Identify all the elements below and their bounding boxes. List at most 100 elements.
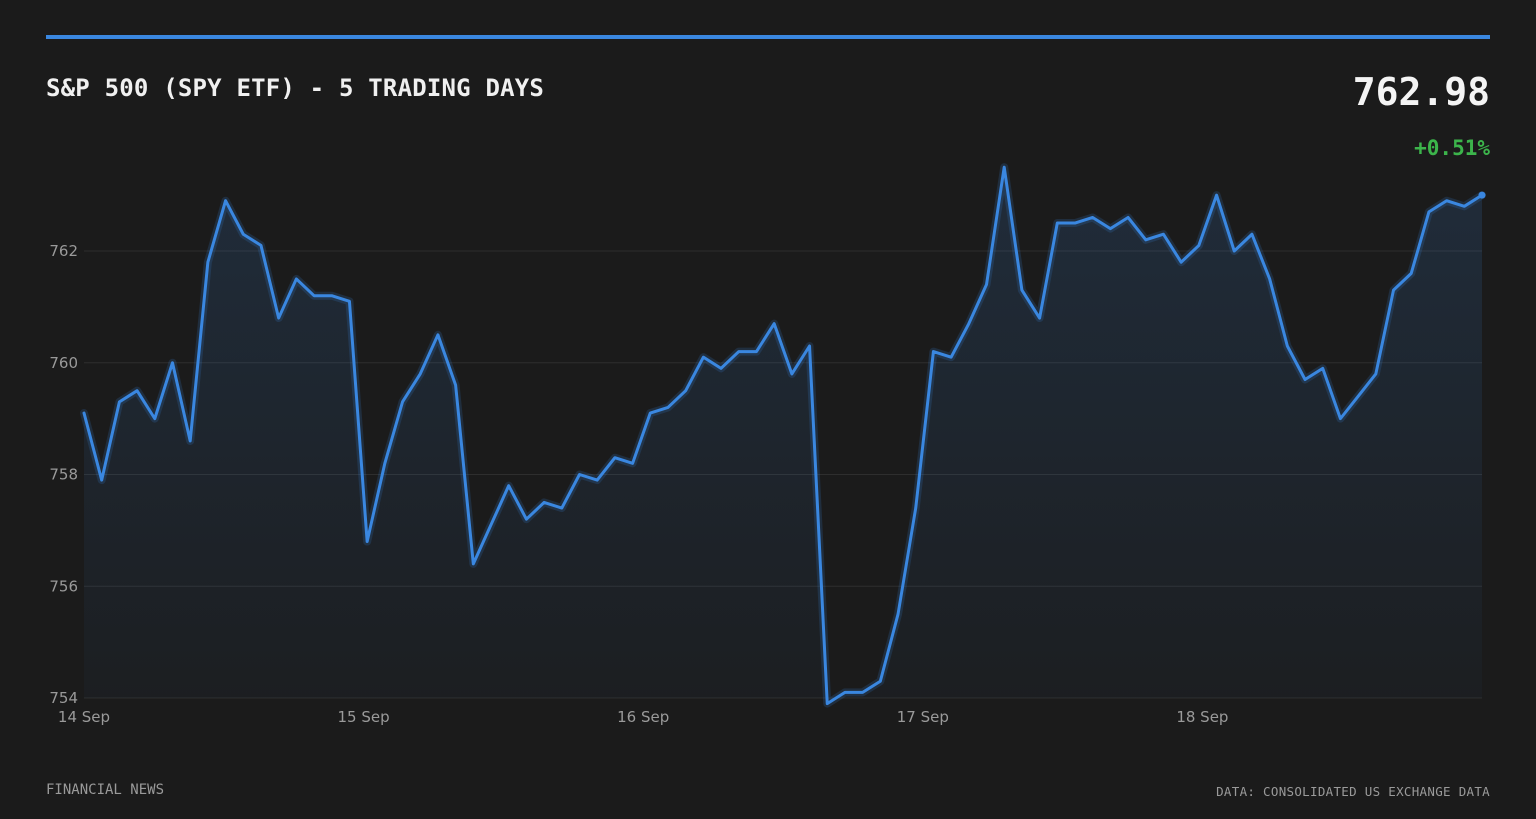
data-point — [1392, 289, 1394, 291]
data-point — [242, 233, 244, 235]
x-tick-label: 18 Sep — [1176, 708, 1228, 726]
data-point — [720, 367, 722, 369]
data-point — [1180, 261, 1182, 263]
data-point — [331, 295, 333, 297]
current-price: 762.98 — [1352, 70, 1490, 114]
data-point — [295, 278, 297, 280]
data-point — [525, 518, 527, 520]
footer-source-left: FINANCIAL NEWS — [46, 782, 165, 798]
data-point — [738, 350, 740, 352]
data-point — [1463, 205, 1465, 207]
data-point — [207, 261, 209, 263]
x-tick-label: 14 Sep — [58, 708, 110, 726]
data-point — [950, 356, 952, 358]
data-point — [985, 283, 987, 285]
data-point — [649, 412, 651, 414]
x-tick-label: 16 Sep — [617, 708, 669, 726]
price-change: +0.51% — [1414, 136, 1490, 160]
data-point — [224, 200, 226, 202]
data-point — [631, 462, 633, 464]
data-point — [454, 384, 456, 386]
data-point — [313, 295, 315, 297]
y-tick-label: 754 — [49, 689, 78, 707]
data-point — [1091, 216, 1093, 218]
data-point — [1268, 278, 1270, 280]
data-point — [791, 373, 793, 375]
data-point — [596, 479, 598, 481]
data-point — [384, 462, 386, 464]
data-point — [968, 322, 970, 324]
data-point — [1127, 216, 1129, 218]
last-price-marker — [1478, 191, 1486, 199]
data-point — [1162, 233, 1164, 235]
data-point — [1109, 227, 1111, 229]
data-point — [1304, 378, 1306, 380]
data-point — [154, 417, 156, 419]
y-tick-label: 760 — [49, 354, 78, 372]
y-tick-label: 756 — [49, 577, 78, 595]
data-point — [578, 473, 580, 475]
data-point — [1056, 222, 1058, 224]
data-point — [1322, 367, 1324, 369]
series-area — [84, 167, 1482, 704]
data-point — [915, 507, 917, 509]
data-point — [1145, 239, 1147, 241]
data-point — [667, 406, 669, 408]
data-point — [401, 401, 403, 403]
data-point — [1357, 395, 1359, 397]
footer-source-right: DATA: CONSOLIDATED US EXCHANGE DATA — [1216, 784, 1490, 799]
top-accent-rule — [46, 35, 1490, 39]
data-point — [171, 362, 173, 364]
data-point — [543, 501, 545, 503]
data-point — [879, 680, 881, 682]
data-point — [1215, 194, 1217, 196]
data-point — [702, 356, 704, 358]
data-point — [437, 334, 439, 336]
data-point — [419, 373, 421, 375]
data-point — [118, 401, 120, 403]
data-point — [1074, 222, 1076, 224]
data-point — [1286, 345, 1288, 347]
data-point — [101, 479, 103, 481]
data-point — [1038, 317, 1040, 319]
data-point — [755, 350, 757, 352]
series-line-layer — [80, 163, 1486, 708]
data-point — [1428, 211, 1430, 213]
data-point — [1198, 244, 1200, 246]
data-point — [826, 702, 828, 704]
data-point — [1233, 250, 1235, 252]
data-point — [1003, 166, 1005, 168]
x-tick-label: 15 Sep — [338, 708, 390, 726]
data-point — [561, 507, 563, 509]
data-point — [348, 300, 350, 302]
data-point — [277, 317, 279, 319]
data-point — [932, 350, 934, 352]
chart-title: S&P 500 (SPY ETF) - 5 TRADING DAYS — [46, 74, 545, 102]
data-point — [1251, 233, 1253, 235]
x-tick-label: 17 Sep — [897, 708, 949, 726]
data-point — [1021, 289, 1023, 291]
data-point — [844, 691, 846, 693]
data-point — [1445, 200, 1447, 202]
data-point — [1410, 272, 1412, 274]
area-fill-layer — [84, 167, 1482, 704]
data-point — [773, 322, 775, 324]
data-point — [490, 524, 492, 526]
data-point — [260, 244, 262, 246]
data-point — [808, 345, 810, 347]
data-point — [472, 563, 474, 565]
data-point — [1375, 373, 1377, 375]
data-point — [897, 613, 899, 615]
series-line — [82, 165, 1484, 706]
y-tick-label: 758 — [49, 466, 78, 484]
data-point — [1339, 417, 1341, 419]
data-point — [684, 389, 686, 391]
data-point — [136, 389, 138, 391]
x-axis-ticks: 14 Sep 15 Sep 16 Sep 17 Sep 18 Sep — [58, 708, 1229, 726]
data-point — [508, 484, 510, 486]
data-point — [861, 691, 863, 693]
data-point — [614, 457, 616, 459]
data-point — [366, 540, 368, 542]
data-point — [189, 440, 191, 442]
